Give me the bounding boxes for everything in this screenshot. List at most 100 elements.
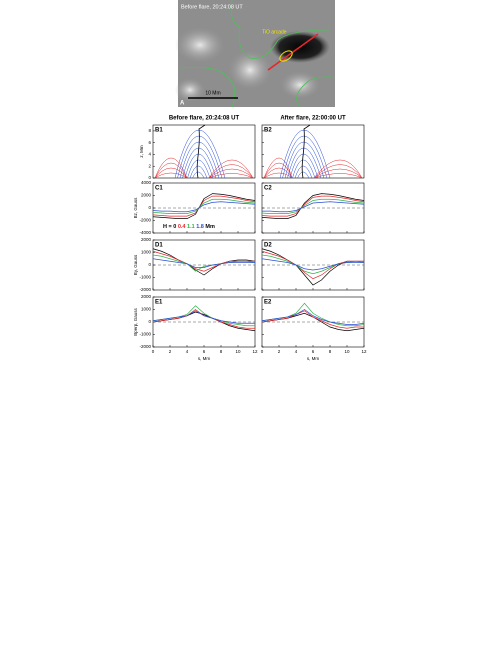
series-line	[261, 193, 365, 219]
x-axis-label: s, Mm	[307, 356, 319, 361]
panel-label: B2	[264, 128, 272, 134]
y-tick-label: 0	[148, 319, 151, 324]
series-line	[261, 310, 364, 329]
legend-entry: H =	[163, 224, 172, 230]
y-tick-label: -4000	[139, 230, 151, 235]
series-line	[152, 201, 256, 213]
x-tick-label: 2	[278, 349, 281, 354]
slit	[267, 33, 319, 71]
panel-label: D1	[155, 243, 163, 249]
series-line	[152, 254, 256, 272]
field-line	[177, 135, 223, 179]
bright-region	[228, 50, 272, 90]
x-tick-label: 4	[186, 349, 189, 354]
series-line	[261, 198, 365, 214]
bright-region	[175, 78, 205, 102]
y-tick-label: 2000	[141, 237, 152, 242]
series-line	[261, 195, 365, 217]
x-tick-label: 8	[220, 349, 223, 354]
field-line	[154, 157, 188, 179]
y-tick-label: 2000	[141, 193, 152, 198]
y-tick-label: 1000	[141, 307, 152, 312]
x-tick-label: 10	[344, 349, 350, 354]
y-tick-label: 2	[148, 163, 151, 168]
y-tick-label: 0	[148, 262, 151, 267]
y-axis-label: Bz, Gauss	[133, 197, 138, 219]
y-axis-label: z, Mm	[139, 145, 144, 157]
legend-entry: Mm	[205, 224, 215, 230]
x-axis-label: s, Mm	[198, 356, 210, 361]
y-tick-label: 0	[148, 175, 151, 180]
x-tick-label: 0	[152, 349, 155, 354]
field-line	[313, 173, 363, 179]
series-line	[261, 258, 364, 271]
y-tick-label: -2000	[139, 218, 151, 223]
x-tick-label: 6	[312, 349, 315, 354]
y-tick-label: -1000	[139, 332, 151, 337]
x-tick-label: 6	[203, 349, 206, 354]
y-axis-label: Bperp, Gauss	[133, 307, 138, 335]
y-tick-label: -2000	[139, 344, 151, 349]
series-line	[152, 258, 255, 268]
field-line	[294, 165, 313, 179]
y-tick-label: -1000	[139, 275, 151, 280]
y-tick-label: 0	[148, 205, 151, 210]
series-line	[262, 201, 365, 213]
field-line	[263, 172, 293, 179]
legend-entry: 0	[173, 224, 176, 230]
y-tick-label: 6	[148, 140, 151, 145]
field-line	[189, 165, 208, 179]
panel-title: After flare, 22:00:00 UT	[280, 116, 346, 122]
field-line	[292, 159, 316, 179]
y-tick-label: 4	[148, 152, 151, 157]
field-line	[282, 135, 328, 179]
panel-label: B1	[155, 128, 163, 134]
series-line	[261, 309, 365, 325]
field-line	[208, 164, 254, 179]
flux-rope	[196, 124, 206, 179]
field-line	[297, 171, 310, 179]
legend: H = 0 0.4 1.1 1.8 Mm	[163, 224, 215, 230]
flux-rope	[301, 124, 311, 179]
panel-title: Before flare, 20:24:08 UT	[169, 116, 240, 122]
series-line	[152, 198, 256, 214]
y-tick-label: 1000	[141, 250, 152, 255]
x-tick-label: 4	[295, 349, 298, 354]
y-tick-label: -2000	[139, 287, 151, 292]
series-line	[152, 193, 256, 219]
y-axis-label: By, Gauss	[133, 254, 138, 275]
field-line	[154, 167, 188, 179]
x-tick-label: 12	[252, 349, 258, 354]
panel-label: E2	[264, 300, 272, 306]
panel-label: A	[180, 101, 185, 107]
field-line	[154, 172, 188, 179]
y-tick-label: 2000	[141, 294, 152, 299]
panel-a: Before flare, 20:24:08 UT TiO arcade 10 …	[175, 0, 336, 108]
plot-frame	[261, 124, 365, 179]
field-line	[313, 168, 363, 179]
legend-entry: 1.8	[196, 224, 204, 230]
panel-label: C2	[264, 186, 272, 192]
field-line	[208, 173, 254, 179]
series-line	[152, 195, 256, 217]
legend-entry: 0.4	[178, 224, 187, 230]
annotation: TiO arcade	[262, 29, 287, 35]
panel-label: C1	[155, 186, 163, 192]
field-line	[192, 171, 205, 179]
x-tick-label: 2	[169, 349, 172, 354]
y-tick-label: 8	[148, 128, 151, 133]
y-tick-label: 4000	[141, 180, 152, 185]
panel-a-title: Before flare, 20:24:08 UT	[181, 4, 243, 10]
plot-frame	[152, 124, 256, 179]
legend-entry: 1.1	[187, 224, 195, 230]
scale-label: 10 Mm	[205, 90, 220, 96]
series-line	[152, 248, 256, 276]
arcade-marker	[279, 50, 293, 62]
panel-label: D2	[264, 243, 272, 249]
series-line	[152, 310, 255, 324]
contour	[179, 0, 336, 108]
bright-region	[280, 71, 320, 99]
field-line	[313, 164, 363, 179]
bright-region	[175, 27, 225, 63]
